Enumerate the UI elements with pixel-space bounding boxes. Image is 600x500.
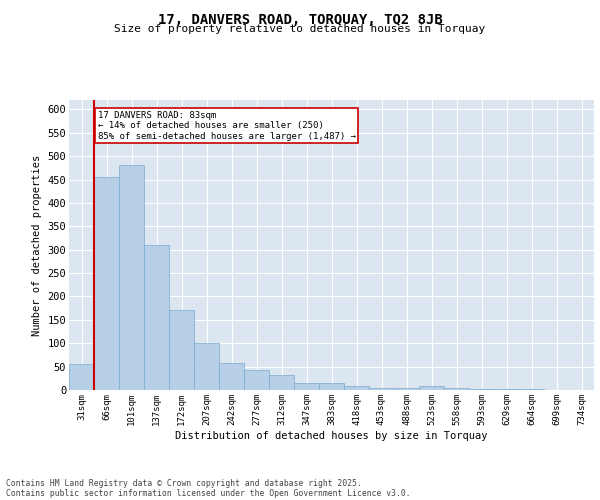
Bar (194, 343, 219, 390)
Bar (219, 363, 244, 390)
Bar (319, 383, 344, 390)
Bar (444, 388, 469, 390)
Bar (344, 386, 369, 390)
Bar (69, 364, 94, 390)
Bar (244, 370, 269, 390)
Text: Contains public sector information licensed under the Open Government Licence v3: Contains public sector information licen… (6, 488, 410, 498)
Bar (519, 389, 544, 390)
Bar (494, 389, 519, 390)
Bar (419, 386, 444, 390)
Bar (294, 383, 319, 390)
Bar (169, 310, 194, 390)
Bar (469, 389, 494, 390)
Bar (394, 388, 419, 390)
Text: Contains HM Land Registry data © Crown copyright and database right 2025.: Contains HM Land Registry data © Crown c… (6, 478, 362, 488)
Text: 17 DANVERS ROAD: 83sqm
← 14% of detached houses are smaller (250)
85% of semi-de: 17 DANVERS ROAD: 83sqm ← 14% of detached… (98, 111, 356, 140)
Text: 17, DANVERS ROAD, TORQUAY, TQ2 8JB: 17, DANVERS ROAD, TORQUAY, TQ2 8JB (158, 12, 442, 26)
Bar (119, 166, 144, 390)
Bar (94, 177, 119, 390)
Bar (269, 375, 294, 390)
Bar (369, 388, 394, 390)
Y-axis label: Number of detached properties: Number of detached properties (32, 154, 42, 336)
Bar (144, 245, 169, 390)
Text: Size of property relative to detached houses in Torquay: Size of property relative to detached ho… (115, 24, 485, 34)
X-axis label: Distribution of detached houses by size in Torquay: Distribution of detached houses by size … (175, 430, 488, 440)
